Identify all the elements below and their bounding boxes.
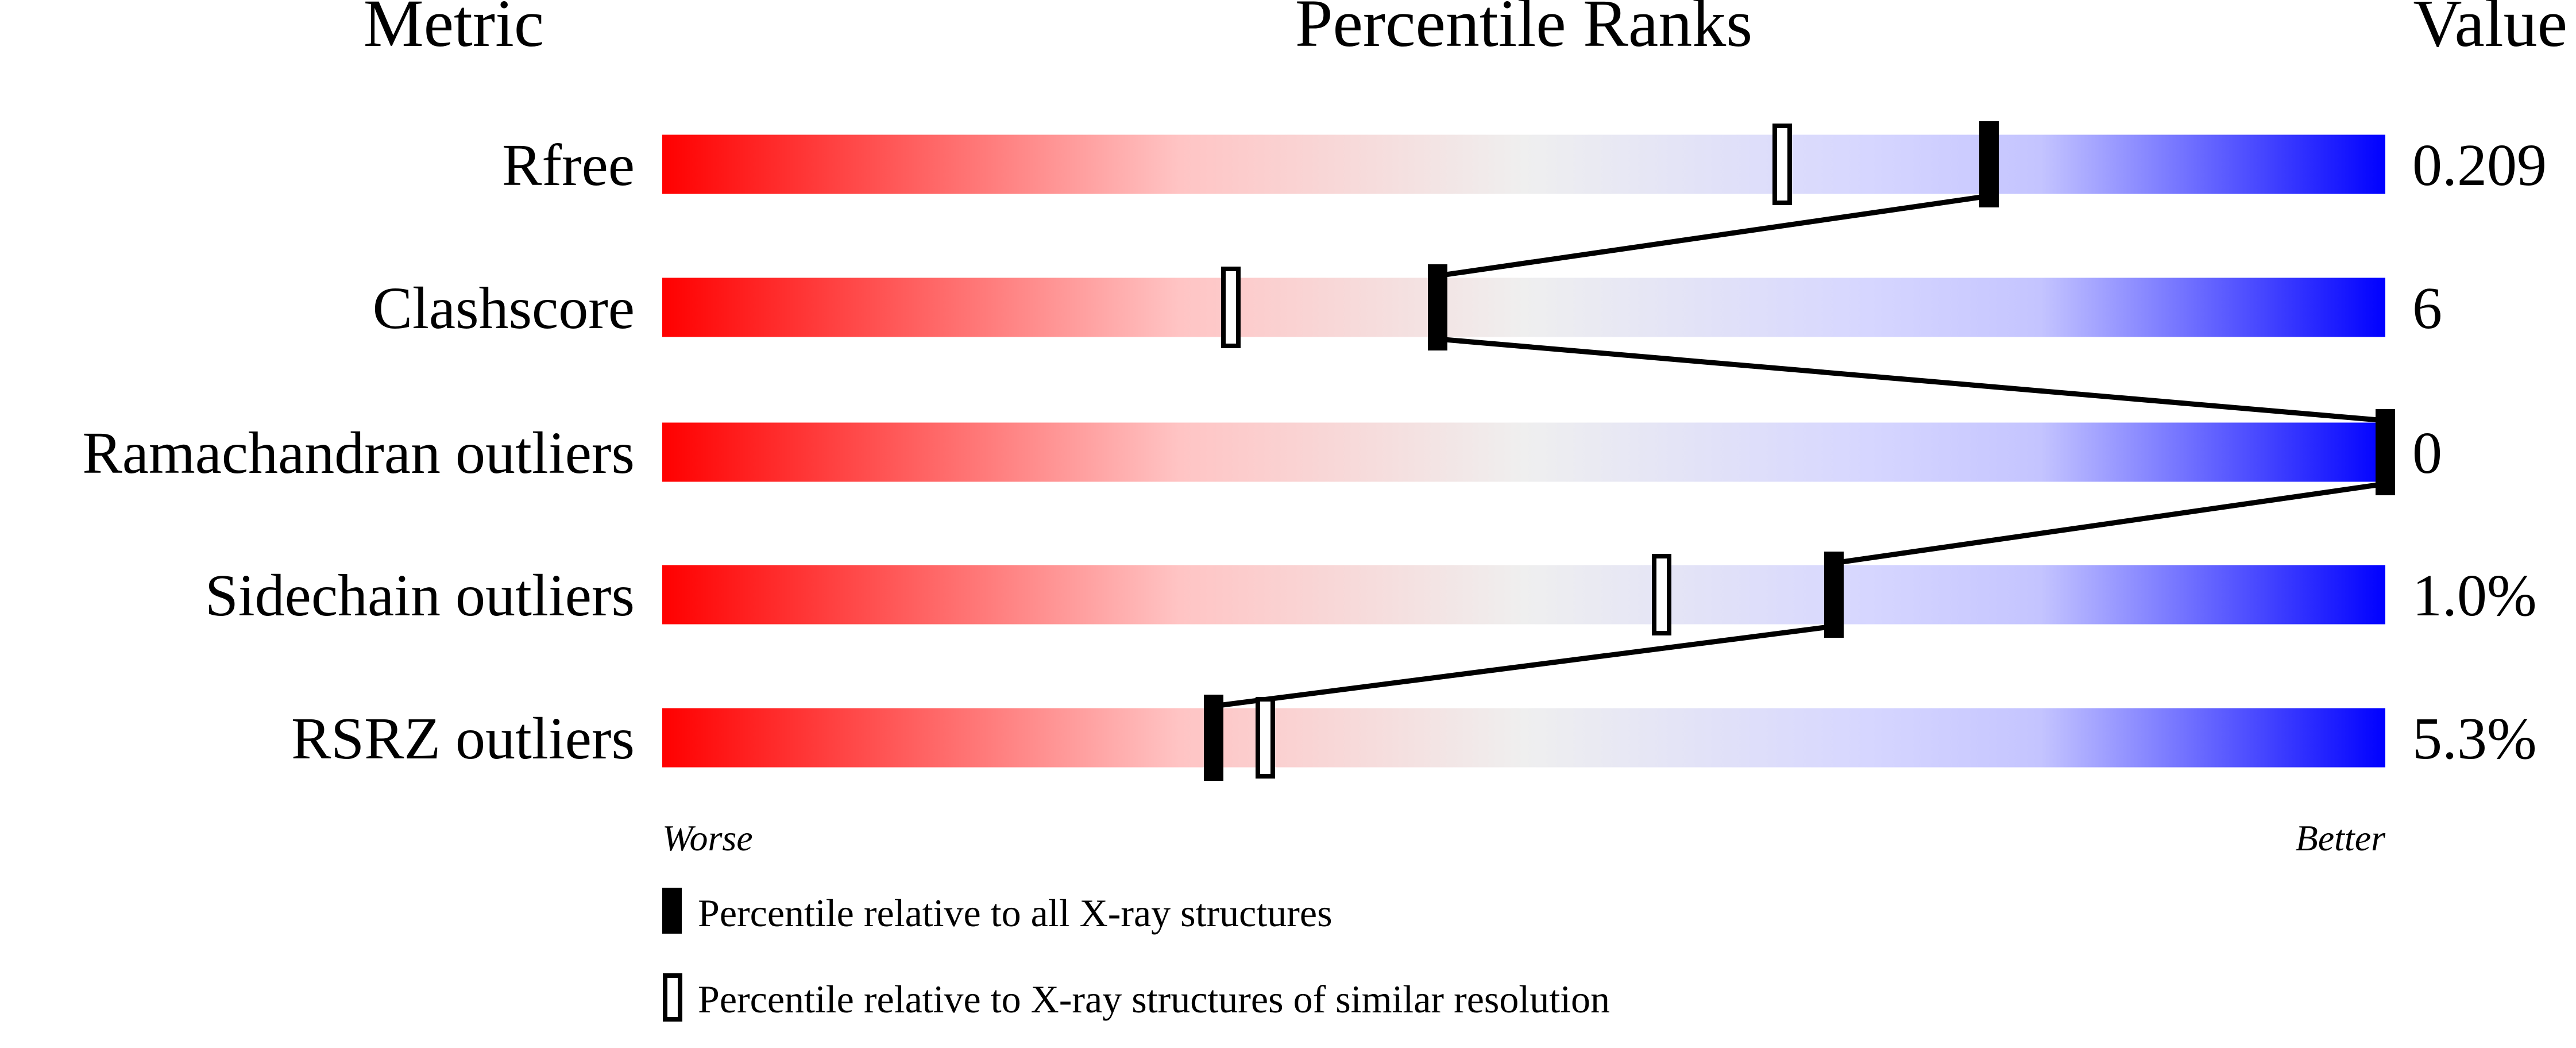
metric-label: Rfree	[502, 132, 635, 198]
percentile-bar	[662, 278, 2385, 337]
legend-filled-marker	[662, 888, 682, 934]
percentile-bar	[662, 565, 2385, 625]
header-percentile-ranks: Percentile Ranks	[1295, 0, 1752, 61]
axis-worse-label: Worse	[662, 818, 753, 858]
connector-line	[1833, 481, 2386, 566]
legend-label-all: Percentile relative to all X-ray structu…	[698, 891, 1333, 935]
all-structures-marker	[1204, 695, 1223, 781]
metric-value: 0.209	[2412, 132, 2547, 198]
metric-label: Sidechain outliers	[205, 562, 635, 629]
similar-resolution-marker	[1772, 124, 1792, 205]
percentile-bar	[662, 422, 2385, 482]
connector-line	[1437, 336, 2386, 423]
similar-resolution-marker	[1652, 554, 1671, 635]
metric-value: 6	[2412, 275, 2442, 341]
similar-resolution-marker	[1221, 267, 1241, 348]
metric-value: 1.0%	[2412, 562, 2537, 629]
all-structures-marker	[1979, 121, 1999, 207]
connector-line	[1437, 193, 1990, 279]
axis-better-label: Better	[2296, 818, 2386, 858]
all-structures-marker	[1428, 264, 1447, 350]
header-value: Value	[2413, 0, 2567, 61]
similar-resolution-marker	[1256, 697, 1275, 779]
metric-value: 0	[2412, 420, 2442, 486]
header-metric: Metric	[364, 0, 544, 61]
all-structures-marker	[2376, 409, 2395, 495]
connector-line	[1213, 623, 1835, 709]
metric-value: 5.3%	[2412, 706, 2537, 772]
percentile-bar	[662, 134, 2385, 194]
metric-label: Ramachandran outliers	[82, 420, 635, 486]
legend-label-similar: Percentile relative to X-ray structures …	[698, 977, 1610, 1021]
metric-label: Clashscore	[373, 275, 635, 341]
metric-label: RSRZ outliers	[291, 706, 635, 772]
all-structures-marker	[1824, 552, 1844, 638]
percentile-bar	[662, 708, 2385, 768]
legend-open-marker	[663, 973, 682, 1022]
